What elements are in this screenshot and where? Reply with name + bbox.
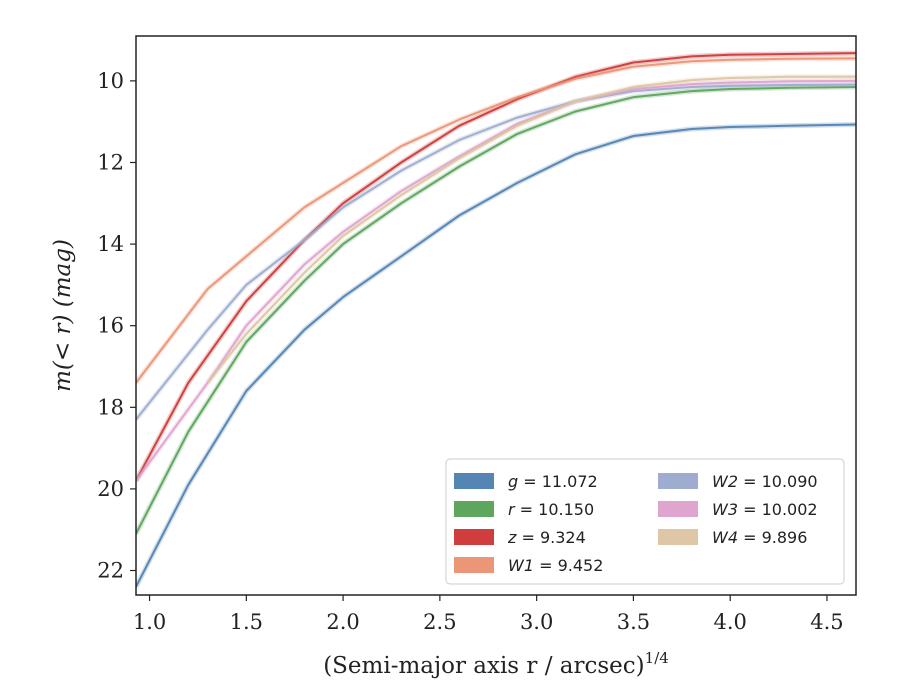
y-tick-label: 10 bbox=[97, 69, 124, 93]
x-tick-label: 1.0 bbox=[133, 610, 166, 634]
legend-label: W2 = 10.090 bbox=[712, 472, 818, 491]
series-w2 bbox=[136, 82, 856, 422]
y-tick-label: 16 bbox=[97, 314, 124, 338]
legend-swatch bbox=[658, 501, 698, 517]
legend-label: z = 9.324 bbox=[507, 528, 586, 547]
y-tick-label: 12 bbox=[97, 150, 124, 174]
legend-item-r: r = 10.150 bbox=[454, 500, 594, 519]
series-line-w2 bbox=[136, 83, 856, 421]
legend-label: W3 = 10.002 bbox=[712, 500, 818, 519]
x-axis-label: (Semi-major axis r / arcsec)1/4 bbox=[323, 649, 669, 679]
series-r bbox=[136, 84, 856, 535]
series-w3 bbox=[136, 78, 856, 483]
y-tick-label: 14 bbox=[97, 232, 124, 256]
series-line-w1 bbox=[136, 57, 856, 384]
legend-label: g = 11.072 bbox=[508, 472, 598, 491]
x-axis-label-superscript: 1/4 bbox=[645, 649, 669, 667]
legend-item-g: g = 11.072 bbox=[454, 472, 598, 491]
x-axis-label-text: (Semi-major axis r / arcsec) bbox=[323, 653, 644, 679]
legend-item-w4: W4 = 9.896 bbox=[658, 528, 807, 547]
legend-swatch bbox=[454, 529, 494, 545]
legend-item-w1: W1 = 9.452 bbox=[454, 556, 603, 575]
y-axis-label: m(< r) (mag) bbox=[50, 239, 76, 392]
y-tick-label: 18 bbox=[97, 395, 124, 419]
x-tick-label: 1.5 bbox=[230, 610, 263, 634]
y-tick-label: 22 bbox=[97, 559, 124, 583]
x-tick-label: 2.5 bbox=[423, 610, 456, 634]
legend: g = 11.072 r = 10.150 z = 9.324 W1 = 9.452 W… bbox=[445, 458, 845, 585]
x-tick-label: 3.0 bbox=[520, 610, 553, 634]
series-layer bbox=[136, 50, 856, 588]
y-tick-label: 20 bbox=[97, 477, 124, 501]
x-tick-label: 4.5 bbox=[810, 610, 843, 634]
series-w1 bbox=[136, 55, 856, 385]
x-tick-label: 3.5 bbox=[617, 610, 650, 634]
legend-swatch bbox=[454, 501, 494, 517]
legend-item-z: z = 9.324 bbox=[454, 528, 586, 547]
legend-swatch bbox=[454, 557, 494, 573]
legend-label: r = 10.150 bbox=[508, 500, 594, 519]
legend-swatch bbox=[454, 473, 494, 489]
ticks-layer: 1.0 1.5 2.0 2.5 3.0 3.5 4.0 4.5 10 12 14 16 18 20 22 bbox=[97, 69, 843, 634]
legend-swatch bbox=[658, 473, 698, 489]
series-w4 bbox=[205, 74, 856, 385]
legend-label: W1 = 9.452 bbox=[508, 556, 603, 575]
legend-box bbox=[445, 458, 845, 585]
legend-label: W4 = 9.896 bbox=[712, 528, 807, 547]
series-line-w4 bbox=[206, 75, 856, 384]
series-line-g bbox=[136, 123, 856, 588]
series-line-w3 bbox=[136, 79, 856, 482]
plot-frame bbox=[135, 35, 857, 596]
legend-swatch bbox=[658, 529, 698, 545]
series-g bbox=[136, 122, 856, 588]
x-tick-label: 2.0 bbox=[326, 610, 359, 634]
series-line-z bbox=[136, 52, 856, 482]
x-tick-label: 4.0 bbox=[713, 610, 746, 634]
series-z bbox=[136, 50, 856, 482]
legend-item-w2: W2 = 10.090 bbox=[658, 472, 818, 491]
legend-item-w3: W3 = 10.002 bbox=[658, 500, 818, 519]
series-line-r bbox=[136, 86, 856, 535]
